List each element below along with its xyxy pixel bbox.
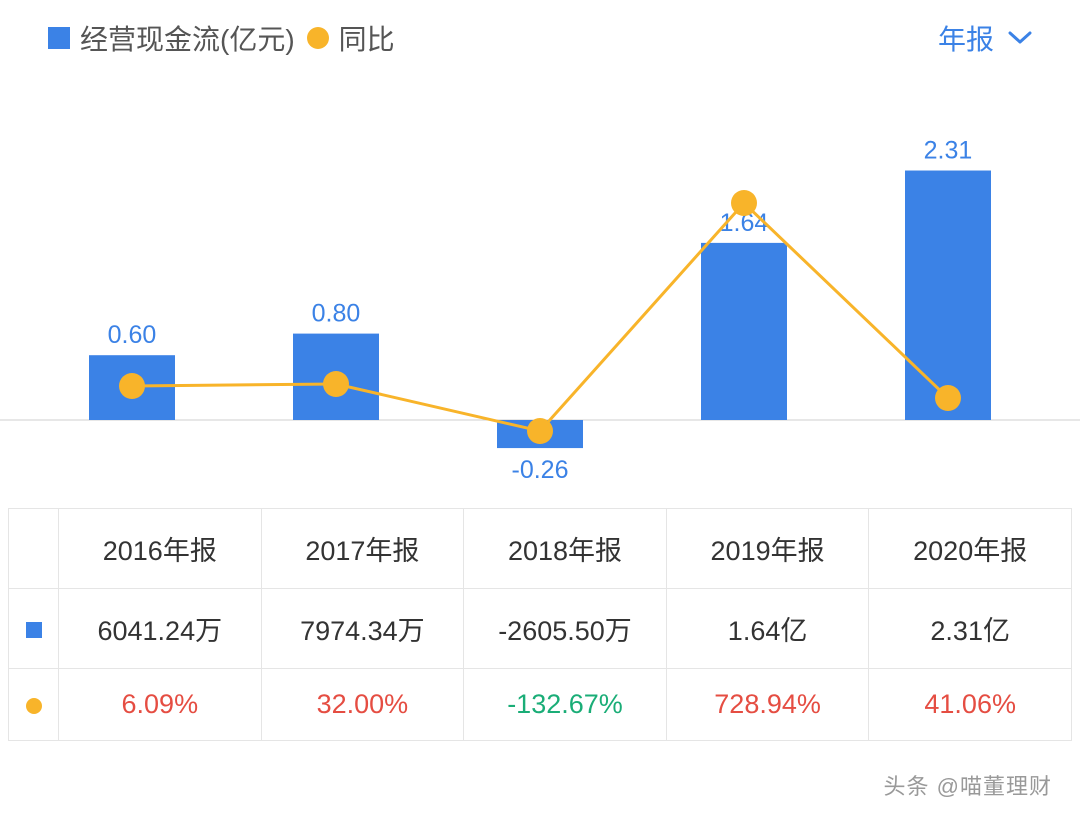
legend-item-line: 同比 bbox=[307, 18, 395, 58]
chart-svg: 0.600.80-0.261.642.31 bbox=[0, 68, 1080, 508]
chart-legend: 经营现金流(亿元) 同比 bbox=[48, 18, 395, 58]
bar-value-label: 0.80 bbox=[312, 300, 361, 328]
data-table: 2016年报 2017年报 2018年报 2019年报 2020年报 6041.… bbox=[8, 508, 1072, 741]
table-cell: -132.67% bbox=[464, 669, 667, 741]
table-header-cell: 2016年报 bbox=[59, 509, 262, 589]
legend-line-swatch bbox=[307, 27, 329, 49]
table-cell: 32.00% bbox=[261, 669, 464, 741]
legend-line-label: 同比 bbox=[339, 18, 395, 58]
chart-bar bbox=[701, 243, 787, 420]
bar-value-label: 0.60 bbox=[108, 321, 157, 349]
watermark: 头条 @喵董理财 bbox=[884, 769, 1052, 801]
table-header-blank bbox=[9, 509, 59, 589]
bar-value-label: -0.26 bbox=[512, 456, 569, 484]
cashflow-chart: 0.600.80-0.261.642.31 bbox=[0, 68, 1080, 508]
table-header-cell: 2019年报 bbox=[666, 509, 869, 589]
chevron-down-icon bbox=[1008, 31, 1032, 45]
table-header-cell: 2020年报 bbox=[869, 509, 1072, 589]
legend-bar-label: 经营现金流(亿元) bbox=[80, 18, 295, 58]
table-header-cell: 2017年报 bbox=[261, 509, 464, 589]
chart-line bbox=[132, 203, 948, 431]
chart-marker bbox=[119, 373, 145, 399]
chart-marker bbox=[323, 371, 349, 397]
table-cell: 7974.34万 bbox=[261, 589, 464, 669]
table-cell: 2.31亿 bbox=[869, 589, 1072, 669]
table-row-cashflow: 6041.24万 7974.34万 -2605.50万 1.64亿 2.31亿 bbox=[9, 589, 1072, 669]
table-row-yoy: 6.09% 32.00% -132.67% 728.94% 41.06% bbox=[9, 669, 1072, 741]
legend-bar-swatch bbox=[48, 27, 70, 49]
period-selector-label: 年报 bbox=[938, 18, 994, 58]
table-cell: 1.64亿 bbox=[666, 589, 869, 669]
bar-value-label: 2.31 bbox=[924, 137, 973, 165]
legend-item-bar: 经营现金流(亿元) bbox=[48, 18, 295, 58]
table-cell: 41.06% bbox=[869, 669, 1072, 741]
table-cell: 728.94% bbox=[666, 669, 869, 741]
table-cell: 6.09% bbox=[59, 669, 262, 741]
table-header-cell: 2018年报 bbox=[464, 509, 667, 589]
chart-marker bbox=[527, 418, 553, 444]
table-cell: 6041.24万 bbox=[59, 589, 262, 669]
table-header-row: 2016年报 2017年报 2018年报 2019年报 2020年报 bbox=[9, 509, 1072, 589]
row-symbol-line bbox=[9, 669, 59, 741]
row-symbol-bar bbox=[9, 589, 59, 669]
chart-marker bbox=[935, 385, 961, 411]
chart-marker bbox=[731, 190, 757, 216]
chart-bar bbox=[905, 171, 991, 420]
table-cell: -2605.50万 bbox=[464, 589, 667, 669]
period-selector[interactable]: 年报 bbox=[938, 18, 1032, 58]
